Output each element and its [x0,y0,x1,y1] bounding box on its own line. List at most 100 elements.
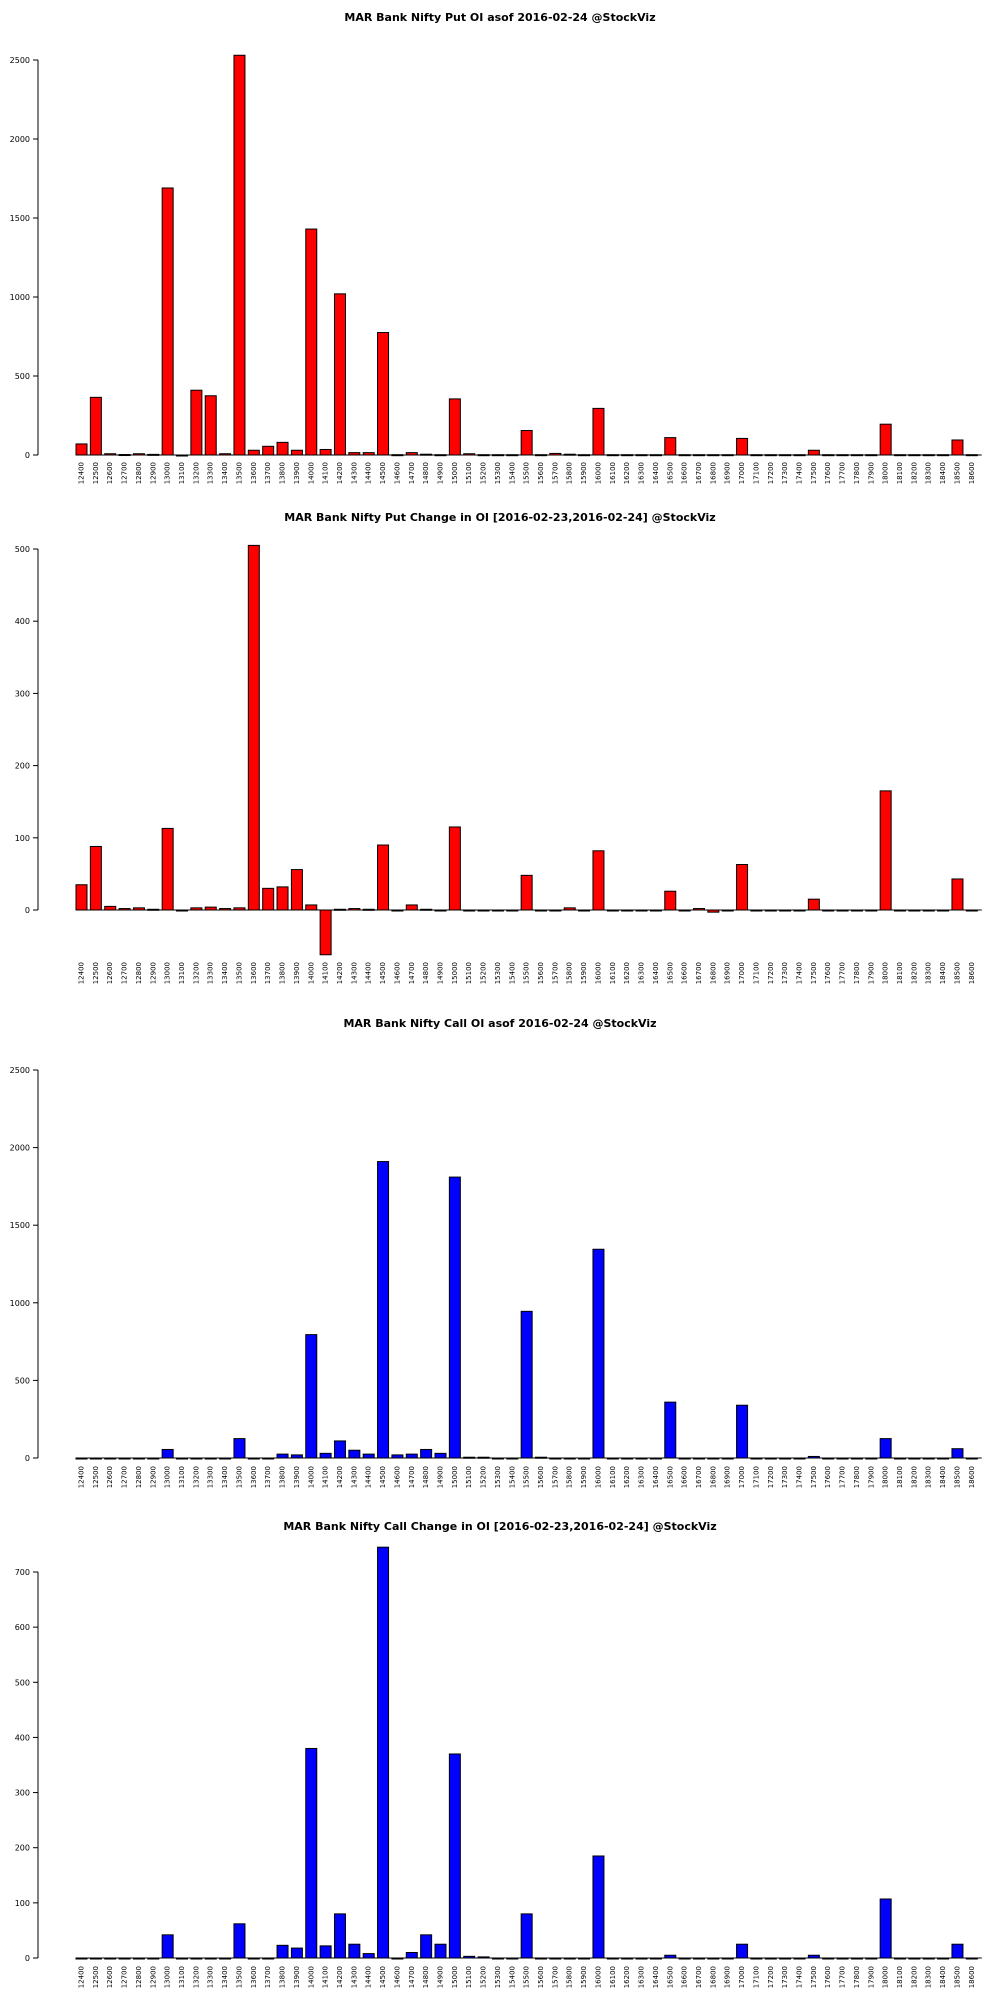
x-tick-label: 18000 [882,962,890,984]
x-tick-label: 13100 [178,1466,186,1488]
bar-12600 [104,1957,117,1960]
bar-17400 [793,1457,806,1460]
bar-12800 [132,453,145,456]
x-tick-label: 16700 [695,962,703,984]
bar-14600 [391,909,404,912]
bar-14300 [348,1943,361,1959]
x-tick-label: 17300 [781,1466,789,1488]
bar-15400 [506,454,519,457]
bar-13300 [204,906,217,911]
x-tick-label: 14400 [365,962,373,984]
x-tick-label: 17100 [752,1966,760,1988]
y-tick-label: 300 [15,689,30,698]
x-tick-label: 13600 [250,1466,258,1488]
bar-15000 [448,1753,461,1959]
x-tick-label: 15200 [480,1466,488,1488]
bar-15500 [520,430,533,456]
bar-17300 [779,1957,792,1960]
x-tick-label: 17200 [767,962,775,984]
x-tick-label: 14100 [322,462,330,484]
x-tick-label: 17000 [738,962,746,984]
x-tick-label: 18400 [939,962,947,984]
x-tick-label: 16900 [724,1466,732,1488]
bar-17300 [779,909,792,912]
bar-15700 [549,1457,562,1460]
x-tick-label: 14900 [437,962,445,984]
x-tick-label: 18400 [939,462,947,484]
x-tick-label: 16100 [609,962,617,984]
x-tick-label: 18600 [968,962,976,984]
x-tick-label: 14900 [437,1466,445,1488]
bar-12400 [75,443,88,456]
x-tick-label: 15700 [551,462,559,484]
bar-13000 [161,187,174,456]
x-tick-label: 13400 [221,1466,229,1488]
x-tick-label: 13700 [264,462,272,484]
x-tick-label: 18400 [939,1466,947,1488]
bar-13500 [233,1438,246,1459]
bar-14300 [348,1449,361,1459]
bar-16200 [621,454,634,457]
x-tick-label: 17600 [824,462,832,484]
x-tick-label: 17800 [853,1966,861,1988]
bar-17000 [736,864,749,911]
x-tick-label: 17900 [867,962,875,984]
x-tick-label: 15200 [480,962,488,984]
x-tick-label: 14300 [350,1966,358,1988]
bar-18500 [951,1448,964,1459]
bar-18300 [922,1457,935,1460]
bar-16300 [635,909,648,912]
x-tick-label: 13700 [264,1966,272,1988]
bar-13800 [276,1944,289,1959]
x-tick-label: 15300 [494,1966,502,1988]
bar-16400 [649,909,662,912]
x-tick-label: 12900 [149,962,157,984]
bar-13900 [290,869,303,911]
bar-12400 [75,1457,88,1460]
bar-17100 [750,454,763,457]
bar-16500 [664,890,677,911]
x-tick-label: 14700 [408,1966,416,1988]
bar-15000 [448,398,461,456]
x-tick-label: 13700 [264,1466,272,1488]
x-tick-label: 18500 [953,962,961,984]
bar-12500 [89,845,102,911]
bar-14200 [333,908,346,911]
x-tick-label: 16500 [666,1466,674,1488]
bar-15600 [535,1456,548,1459]
bar-14200 [333,1913,346,1959]
x-tick-label: 17900 [867,462,875,484]
bar-15200 [477,1956,490,1959]
bar-17900 [865,909,878,912]
bar-16600 [678,454,691,457]
bar-16300 [635,1957,648,1960]
bar-15100 [463,453,476,456]
x-tick-label: 17500 [810,462,818,484]
x-tick-label: 14300 [350,462,358,484]
y-tick-label: 0 [25,1954,30,1963]
x-tick-label: 14200 [336,962,344,984]
bar-16700 [692,1957,705,1960]
bar-14100 [319,448,332,456]
x-tick-label: 14000 [307,1466,315,1488]
bar-15700 [549,909,562,912]
bar-17700 [836,1457,849,1460]
y-tick-label: 200 [15,1844,30,1853]
x-tick-label: 16600 [681,1466,689,1488]
bar-13400 [219,1957,232,1960]
x-tick-label: 14300 [350,962,358,984]
bar-13000 [161,1448,174,1459]
bar-18200 [908,1957,921,1960]
x-tick-label: 17200 [767,1466,775,1488]
x-tick-label: 17700 [839,462,847,484]
x-tick-label: 14100 [322,962,330,984]
x-tick-label: 13200 [192,962,200,984]
x-tick-label: 16200 [623,962,631,984]
x-tick-label: 13900 [293,962,301,984]
x-tick-label: 14000 [307,1966,315,1988]
bar-15500 [520,874,533,911]
x-tick-label: 14800 [422,1966,430,1988]
x-tick-label: 17600 [824,1966,832,1988]
bar-15300 [491,1957,504,1960]
x-tick-label: 12700 [121,962,129,984]
